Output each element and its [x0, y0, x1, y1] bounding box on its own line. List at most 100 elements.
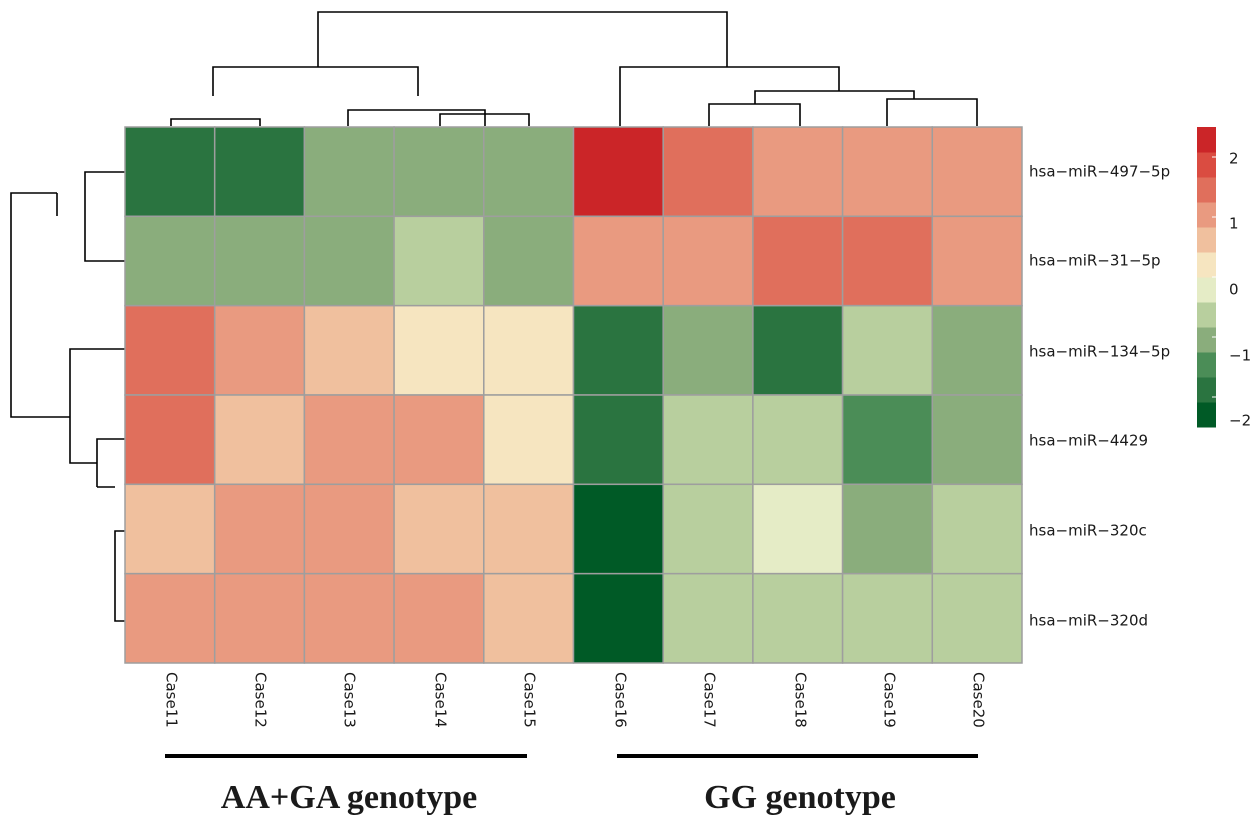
heatmap-cell-r2-c10 — [931, 215, 1023, 307]
legend-color-segment-5 — [1197, 302, 1216, 328]
heatmap-cell-r6-c3 — [303, 572, 395, 664]
heatmap-cell-r3-c5 — [483, 304, 575, 396]
legend-color-segment-10 — [1197, 177, 1216, 203]
heatmap-cell-r3-c6 — [572, 304, 664, 396]
heatmap-cell-r4-c2 — [213, 394, 306, 486]
heatmap-cell-r1-c8 — [752, 126, 844, 218]
legend-color-segment-8 — [1197, 227, 1216, 253]
legend-color-segment-12 — [1197, 127, 1216, 153]
col-label-case15: Case15 — [521, 672, 539, 728]
genotype-groups: AA+GA genotype GG genotype — [165, 754, 978, 816]
heatmap-cell-r2-c7 — [662, 215, 754, 307]
col-label-case20: Case20 — [970, 672, 988, 728]
heatmap-cell-r3-c9 — [841, 304, 934, 396]
heatmap-cell-r5-c4 — [393, 483, 485, 575]
heatmap-cell-r2-c5 — [483, 215, 575, 307]
legend-color-segment-7 — [1197, 252, 1216, 278]
heatmap-cell-r1-c6 — [572, 126, 664, 218]
col-label-case13: Case13 — [341, 672, 359, 728]
heatmap-cell-r5-c8 — [752, 483, 844, 575]
heatmap-cell-r3-c10 — [931, 304, 1023, 396]
heatmap-cell-r4-c7 — [662, 394, 754, 486]
heatmap-cell-r1-c9 — [841, 126, 934, 218]
legend-color-segment-3 — [1197, 352, 1216, 378]
heatmap-cell-r1-c4 — [393, 126, 485, 218]
row-label-hsa-mir-320c: hsa−miR−320c — [1029, 522, 1147, 540]
heatmap-cell-r1-c5 — [483, 126, 575, 218]
legend-color-segment-2 — [1197, 377, 1216, 403]
col-label-case12: Case12 — [252, 672, 270, 728]
heatmap-cell-r4-c5 — [483, 394, 575, 486]
heatmap-cell-r1-c10 — [931, 126, 1023, 218]
heatmap-cell-r6-c6 — [572, 572, 664, 664]
heatmap-cell-r4-c3 — [303, 394, 395, 486]
col-label-case14: Case14 — [432, 672, 450, 728]
color-scale-legend — [1197, 127, 1216, 428]
heatmap-cell-r1-c3 — [303, 126, 395, 218]
legend-color-segment-11 — [1197, 152, 1216, 178]
row-dendrogram — [10, 171, 125, 622]
heatmap-cell-r5-c6 — [572, 483, 664, 575]
row-label-hsa-mir-320d: hsa−miR−320d — [1029, 612, 1148, 630]
legend-color-segment-1 — [1197, 402, 1216, 428]
heatmap-cell-r4-c8 — [752, 394, 844, 486]
legend-tick-minus-2: −2 — [1229, 412, 1251, 430]
heatmap-cell-r6-c5 — [483, 572, 575, 664]
row-label-hsa-mir-4429: hsa−miR−4429 — [1029, 432, 1148, 450]
col-label-case19: Case19 — [881, 672, 899, 728]
heatmap-cell-r2-c9 — [841, 215, 934, 307]
group-label-gg-genotype: GG genotype — [704, 779, 896, 816]
heatmap-cell-r3-c3 — [303, 304, 395, 396]
heatmap-cell-r6-c9 — [841, 572, 934, 664]
heatmap-cell-r4-c1 — [124, 394, 216, 486]
legend-color-segment-6 — [1197, 277, 1216, 303]
group-label-aa-ga-genotype: AA+GA genotype — [221, 779, 477, 816]
heatmap-cell-r6-c8 — [752, 572, 844, 664]
heatmap-cell-r2-c2 — [213, 215, 306, 307]
heatmap-cell-r2-c6 — [572, 215, 664, 307]
row-label-hsa-mir-31-5p: hsa−miR−31−5p — [1029, 252, 1161, 270]
heatmap-cell-r4-c9 — [841, 394, 934, 486]
heatmap-cell-r3-c8 — [752, 304, 844, 396]
heatmap-cell-r5-c10 — [931, 483, 1023, 575]
row-labels: hsa−miR−497−5p hsa−miR−31−5p hsa−miR−134… — [1029, 163, 1170, 630]
row-label-hsa-mir-497-5p: hsa−miR−497−5p — [1029, 163, 1170, 181]
heatmap-cell-r1-c7 — [662, 126, 754, 218]
heatmap-cell-r5-c9 — [841, 483, 934, 575]
heatmap-cell-r2-c3 — [303, 215, 395, 307]
legend-tick-2: 2 — [1229, 150, 1239, 168]
heatmap-cell-r3-c4 — [393, 304, 485, 396]
heatmap-cell-r5-c1 — [124, 483, 216, 575]
heatmap-cell-r6-c10 — [931, 572, 1023, 664]
legend-color-segment-4 — [1197, 327, 1216, 353]
heatmap-cell-r1-c1 — [124, 126, 216, 218]
col-label-case11: Case11 — [163, 672, 181, 728]
heatmap-cell-r3-c1 — [124, 304, 216, 396]
heatmap-cell-r5-c5 — [483, 483, 575, 575]
heatmap-cell-r3-c2 — [213, 304, 306, 396]
heatmap-cell-r2-c4 — [393, 215, 485, 307]
heatmap-cell-r6-c7 — [662, 572, 754, 664]
col-label-case16: Case16 — [612, 672, 630, 728]
color-scale-ticks: 2 1 0 −1 −2 — [1229, 150, 1251, 430]
heatmap-cell-r4-c6 — [572, 394, 664, 486]
row-label-hsa-mir-134-5p: hsa−miR−134−5p — [1029, 343, 1170, 361]
heatmap-cell-r6-c4 — [393, 572, 485, 664]
legend-color-segment-9 — [1197, 202, 1216, 228]
col-label-case18: Case18 — [792, 672, 810, 728]
heatmap-cell-r6-c2 — [213, 572, 306, 664]
heatmap-cell-r2-c1 — [124, 215, 216, 307]
heatmap-cell-r5-c2 — [213, 483, 306, 575]
heatmap-cell-r1-c2 — [213, 126, 306, 218]
heatmap-cell-r4-c10 — [931, 394, 1023, 486]
legend-tick-minus-1: −1 — [1229, 347, 1251, 365]
heatmap-cell-r3-c7 — [662, 304, 754, 396]
legend-tick-1: 1 — [1229, 215, 1239, 233]
heatmap-cell-r5-c3 — [303, 483, 395, 575]
column-labels: Case11 Case12 Case13 Case14 Case15 Case1… — [163, 672, 988, 728]
heatmap-cells — [124, 126, 1023, 664]
column-dendrogram — [170, 11, 978, 126]
heatmap-cell-r2-c8 — [752, 215, 844, 307]
heatmap-cell-r5-c7 — [662, 483, 754, 575]
